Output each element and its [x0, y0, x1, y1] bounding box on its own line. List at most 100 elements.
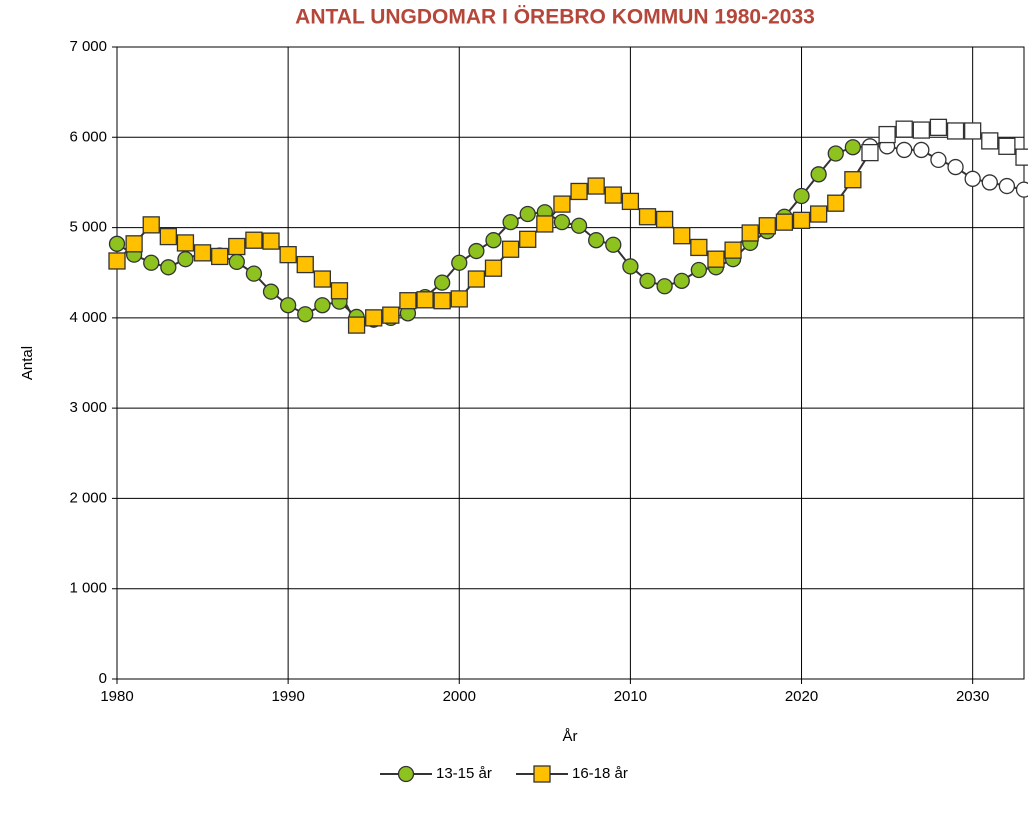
- marker: [178, 252, 193, 267]
- marker: [589, 233, 604, 248]
- marker: [109, 253, 125, 269]
- marker: [366, 310, 382, 326]
- marker: [281, 298, 296, 313]
- marker: [554, 196, 570, 212]
- marker: [400, 293, 416, 309]
- marker: [485, 260, 501, 276]
- marker: [280, 247, 296, 263]
- marker: [417, 292, 433, 308]
- legend-label: 13-15 år: [436, 765, 492, 782]
- marker: [161, 260, 176, 275]
- marker: [657, 279, 672, 294]
- marker: [742, 225, 758, 241]
- marker: [691, 239, 707, 255]
- marker: [469, 244, 484, 259]
- marker: [571, 183, 587, 199]
- marker: [520, 231, 536, 247]
- marker: [177, 235, 193, 251]
- x-tick-label: 2030: [956, 688, 989, 705]
- marker: [708, 251, 724, 267]
- marker: [674, 273, 689, 288]
- marker: [930, 119, 946, 135]
- marker: [297, 257, 313, 273]
- marker: [913, 122, 929, 138]
- marker: [828, 146, 843, 161]
- marker: [811, 206, 827, 222]
- marker: [486, 233, 501, 248]
- marker: [383, 307, 399, 323]
- marker: [879, 127, 895, 143]
- marker: [606, 237, 621, 252]
- marker: [828, 195, 844, 211]
- marker: [1016, 149, 1028, 165]
- marker: [452, 255, 467, 270]
- marker: [246, 232, 262, 248]
- marker: [298, 307, 313, 322]
- marker: [896, 121, 912, 137]
- marker: [674, 228, 690, 244]
- marker: [640, 209, 656, 225]
- marker: [264, 284, 279, 299]
- marker: [914, 142, 929, 157]
- marker: [776, 214, 792, 230]
- series-line: [117, 127, 1024, 325]
- legend-label: 16-18 år: [572, 765, 628, 782]
- chart-title: ANTAL UNGDOMAR I ÖREBRO KOMMUN 1980-2033: [295, 6, 815, 29]
- marker: [349, 317, 365, 333]
- marker: [999, 179, 1014, 194]
- marker: [605, 187, 621, 203]
- marker: [503, 241, 519, 257]
- marker: [435, 275, 450, 290]
- x-tick-label: 2020: [785, 688, 818, 705]
- marker: [229, 254, 244, 269]
- x-tick-label: 1980: [100, 688, 133, 705]
- marker: [845, 172, 861, 188]
- marker: [794, 212, 810, 228]
- marker: [229, 239, 245, 255]
- marker: [845, 140, 860, 155]
- y-tick-label: 7 000: [69, 38, 107, 55]
- marker: [897, 142, 912, 157]
- marker: [982, 133, 998, 149]
- marker: [160, 229, 176, 245]
- marker: [434, 293, 450, 309]
- marker: [622, 193, 638, 209]
- marker: [520, 207, 535, 222]
- marker: [982, 175, 997, 190]
- marker: [965, 123, 981, 139]
- marker: [195, 245, 211, 261]
- marker: [965, 171, 980, 186]
- marker: [811, 167, 826, 182]
- legend-marker: [534, 766, 550, 782]
- marker: [144, 255, 159, 270]
- marker: [931, 152, 946, 167]
- y-axis-label: Antal: [19, 346, 36, 380]
- y-tick-label: 2 000: [69, 489, 107, 506]
- marker: [503, 215, 518, 230]
- marker: [246, 266, 261, 281]
- marker: [331, 283, 347, 299]
- marker: [468, 271, 484, 287]
- marker: [725, 242, 741, 258]
- x-tick-label: 2010: [614, 688, 647, 705]
- marker: [588, 178, 604, 194]
- marker: [263, 233, 279, 249]
- marker: [623, 259, 638, 274]
- marker: [640, 273, 655, 288]
- y-tick-label: 1 000: [69, 580, 107, 597]
- y-tick-label: 6 000: [69, 128, 107, 145]
- x-tick-label: 1990: [271, 688, 304, 705]
- marker: [999, 138, 1015, 154]
- marker: [143, 217, 159, 233]
- y-tick-label: 3 000: [69, 399, 107, 416]
- marker: [110, 236, 125, 251]
- x-tick-label: 2000: [443, 688, 476, 705]
- marker: [572, 218, 587, 233]
- marker: [1017, 182, 1028, 197]
- marker: [554, 215, 569, 230]
- marker: [948, 123, 964, 139]
- marker: [948, 160, 963, 175]
- marker: [691, 263, 706, 278]
- y-tick-label: 5 000: [69, 219, 107, 236]
